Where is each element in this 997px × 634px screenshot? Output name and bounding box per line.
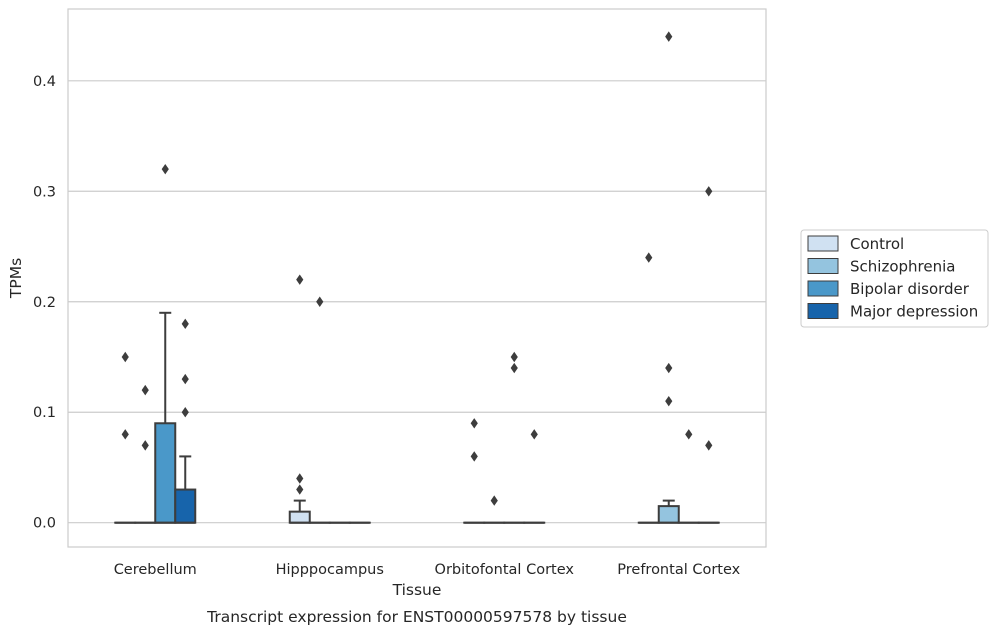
outlier-point <box>530 429 538 440</box>
outlier-point <box>490 495 498 506</box>
outlier-point <box>665 362 673 374</box>
outlier-point <box>705 186 713 197</box>
legend-label: Bipolar disorder <box>850 280 970 298</box>
outlier-point <box>470 451 478 462</box>
y-tick-label: 0.3 <box>33 184 56 200</box>
outlier-point <box>705 440 713 451</box>
y-tick-label: 0.1 <box>33 405 56 421</box>
legend-swatch <box>807 258 839 274</box>
outlier-point <box>470 418 478 429</box>
plot-frame <box>67 8 767 548</box>
outlier-point <box>685 429 693 440</box>
outlier-point <box>296 274 304 285</box>
outlier-point <box>296 484 304 495</box>
series-major-depression <box>174 186 720 524</box>
outlier-point <box>121 429 129 440</box>
outlier-point <box>181 373 189 385</box>
y-tick-label: 0.2 <box>33 295 56 311</box>
outlier-point <box>141 384 149 396</box>
y-tick-labels: 0.0 0.1 0.2 0.3 0.4 <box>33 74 56 532</box>
x-tick-label: Hipppocampus <box>276 562 384 578</box>
x-tick-label: Prefrontal Cortex <box>617 562 740 578</box>
outlier-point <box>510 362 518 374</box>
outlier-point <box>510 351 518 363</box>
plot-area <box>114 31 720 524</box>
x-tick-label: Orbitofontal Cortex <box>435 562 575 578</box>
chart-title: Transcript expression for ENST0000059757… <box>206 608 627 626</box>
outlier-point <box>316 296 324 307</box>
legend-swatch <box>807 235 839 252</box>
y-tick-label: 0.0 <box>33 516 56 532</box>
outlier-point <box>665 31 673 42</box>
outlier-point <box>181 318 189 330</box>
legend-frame <box>800 229 989 328</box>
x-tick-labels: Cerebellum Hipppocampus Orbitofontal Corte… <box>114 562 741 578</box>
y-tick-label: 0.4 <box>33 74 56 90</box>
legend-label: Schizophrenia <box>850 258 955 276</box>
y-axis-label: TPMs <box>7 258 25 299</box>
outlier-point <box>296 473 304 484</box>
box <box>288 510 311 524</box>
legend-label: Major depression <box>850 303 978 321</box>
outlier-point <box>181 407 189 418</box>
x-axis-label: Tissue <box>392 581 442 599</box>
outlier-point <box>121 351 129 363</box>
x-tick-label: Cerebellum <box>114 562 197 578</box>
legend: Control Schizophrenia Bipolar disorder Majo… <box>800 229 989 328</box>
legend-label: Control <box>850 235 904 253</box>
legend-swatch <box>807 303 839 319</box>
box <box>154 422 177 524</box>
outlier-point <box>141 440 149 451</box>
outlier-point <box>665 395 673 407</box>
box <box>657 505 680 524</box>
outlier-point <box>645 252 653 263</box>
legend-swatch <box>807 280 839 297</box>
box <box>174 488 197 524</box>
outlier-point <box>161 163 169 175</box>
